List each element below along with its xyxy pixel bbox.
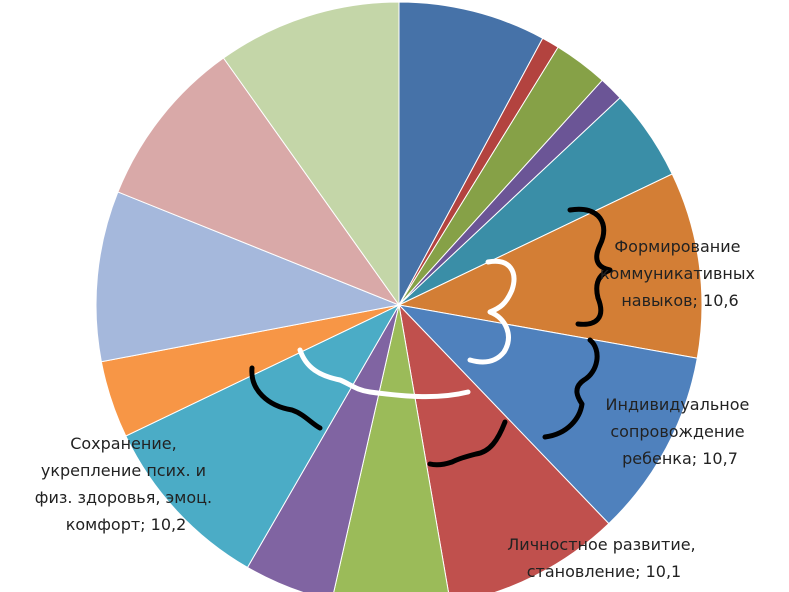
slice-label-communication-line-1: Формирование <box>614 237 740 256</box>
slice-label-individual-line-1: Индивидуальное <box>606 395 750 414</box>
slice-label-health: Сохранение, укрепление псих. и физ. здор… <box>35 434 217 534</box>
slice-label-communication-line-3: навыков; 10,6 <box>621 291 738 310</box>
pie-slice-11 <box>125 303 401 569</box>
pie-slice-8 <box>398 303 610 592</box>
black-brace-2 <box>542 337 600 440</box>
black-brace-1 <box>567 206 613 327</box>
pie-slice-6 <box>397 173 703 359</box>
slice-label-personal-line-2: становление; 10,1 <box>527 562 681 581</box>
pie-slice-9 <box>333 304 449 592</box>
slice-label-individual-line-2: сопровождение <box>610 422 744 441</box>
pie-slice-1 <box>398 1 544 306</box>
slice-label-health-line-3: физ. здоровья, эмоц. <box>35 488 212 507</box>
slice-label-health-line-4: комфорт; 10,2 <box>66 515 187 534</box>
black-brace-4 <box>249 365 323 431</box>
pie-slice-15 <box>222 1 400 307</box>
slice-label-health-line-1: Сохранение, <box>70 434 176 453</box>
slice-labels: Формирование коммуникативных навыков; 10… <box>35 237 760 581</box>
slice-label-health-line-2: укрепление псих. и <box>41 461 206 480</box>
pie-slice-13 <box>95 191 401 363</box>
pie-slice-14 <box>117 57 401 307</box>
white-brace-2 <box>297 347 471 400</box>
slice-label-personal-line-1: Личностное развитие, <box>507 535 695 554</box>
slice-label-communication-line-2: коммуникативных <box>600 264 755 283</box>
black-brace-3 <box>427 419 508 468</box>
hand-drawn-marks <box>249 206 613 468</box>
slice-label-individual-line-3: ребенка; 10,7 <box>622 449 738 468</box>
slice-label-individual: Индивидуальное сопровождение ребенка; 10… <box>606 395 755 468</box>
slice-label-communication: Формирование коммуникативных навыков; 10… <box>600 237 760 310</box>
slice-label-personal: Личностное развитие, становление; 10,1 <box>507 535 700 581</box>
white-brace-1 <box>467 258 517 365</box>
